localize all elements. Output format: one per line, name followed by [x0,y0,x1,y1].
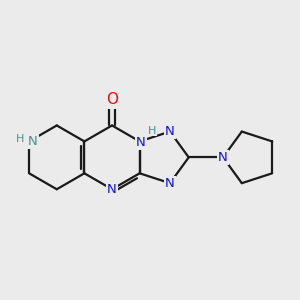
Text: N: N [165,177,175,190]
Text: H: H [16,134,25,144]
Text: N: N [218,151,228,164]
Text: N: N [165,125,175,138]
Text: N: N [28,135,38,148]
Text: H: H [148,126,156,136]
Text: N: N [107,183,117,196]
Text: O: O [106,92,118,107]
Text: N: N [136,136,146,149]
